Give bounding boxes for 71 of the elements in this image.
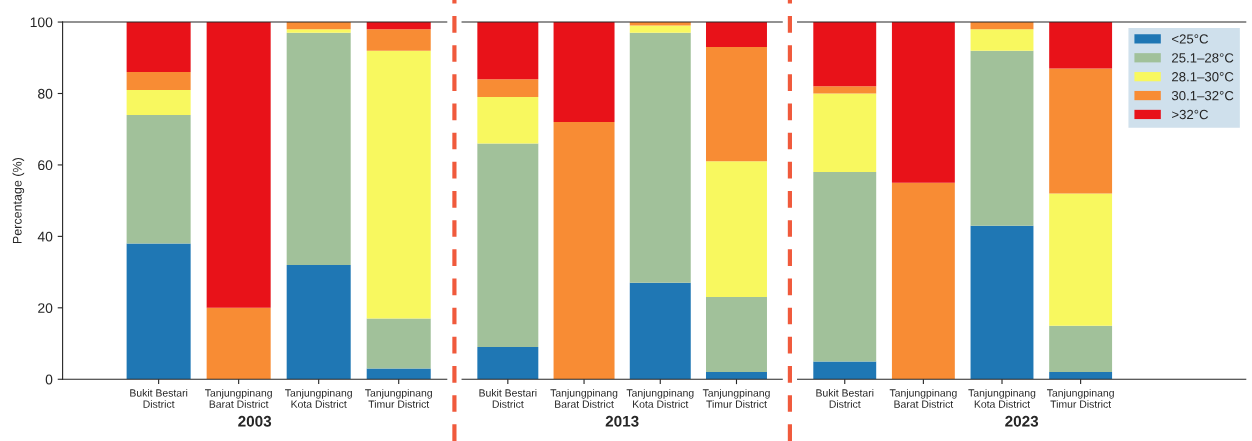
bar [970,50,1034,226]
bar [1049,22,1113,69]
bar [706,372,767,380]
bar [553,122,615,380]
legend-label: 28.1–30°C [1172,72,1234,82]
bar [706,297,767,373]
bar [1049,193,1113,326]
y-tick-label: 0 [45,374,53,385]
bar [477,143,539,348]
bar [813,86,877,94]
bar [126,89,191,115]
x-tick-label: Bukit Bestari District [130,388,188,408]
y-tick-label: 80 [38,88,53,99]
x-axis-title: 2023 [1005,415,1039,427]
y-tick-label: 60 [38,160,53,171]
x-tick-label: Tanjungpinang Barat District [889,388,957,408]
bar [706,22,767,48]
legend-label: >32°C [1172,109,1209,120]
x-tick-label: Tanjungpinang Kota District [285,388,352,408]
legend-label: <25°C [1172,34,1209,44]
bar [286,29,351,33]
bar [1049,68,1113,194]
bar [813,172,877,362]
bar [366,50,431,319]
bar [1049,325,1113,373]
x-tick-label: Tanjungpinang Timur District [365,388,432,408]
bar [970,225,1034,380]
x-axis-title: 2003 [238,415,272,427]
x-tick-label: Bukit Bestari District [816,388,874,408]
bar [126,243,191,380]
bar [477,97,539,144]
bar [813,361,877,380]
x-tick-label: Tanjungpinang Barat District [550,388,618,408]
x-tick-label: Tanjungpinang Timur District [1046,388,1114,408]
bar [1049,372,1113,380]
bar [286,264,351,380]
x-tick-label: Tanjungpinang Kota District [626,388,694,408]
bar [477,22,539,80]
bar [126,114,191,244]
x-tick-label: Tanjungpinang Kota District [968,388,1036,408]
bar [366,29,431,51]
bar [126,22,191,73]
bar [813,93,877,173]
bar [629,32,691,283]
bar [206,22,271,308]
bar [891,22,955,183]
bar [477,79,539,98]
bar [970,29,1034,51]
legend-label: 30.1–32°C [1171,90,1234,101]
bar [366,318,431,369]
bar [366,368,431,380]
x-tick-label: Tanjungpinang Barat District [205,388,272,408]
bar [553,22,615,123]
x-tick-label: Tanjungpinang Timur District [702,388,770,408]
y-tick-label: 40 [37,231,53,242]
y-axis-title: Percentage (%) [12,158,25,244]
bar [629,25,691,33]
y-tick-label: 100 [30,17,53,28]
y-tick-label: 20 [38,303,53,313]
bar [813,22,877,87]
bar [206,307,271,380]
bar [706,47,767,162]
bar [629,282,691,380]
legend-label: 25.1–28°C [1172,53,1234,63]
bar [706,161,767,298]
x-axis-title: 2013 [605,415,639,427]
bar [286,32,351,265]
x-tick-label: Bukit Bestari District [479,388,537,408]
bar [477,347,539,380]
bar [126,72,191,90]
bar [891,182,955,380]
